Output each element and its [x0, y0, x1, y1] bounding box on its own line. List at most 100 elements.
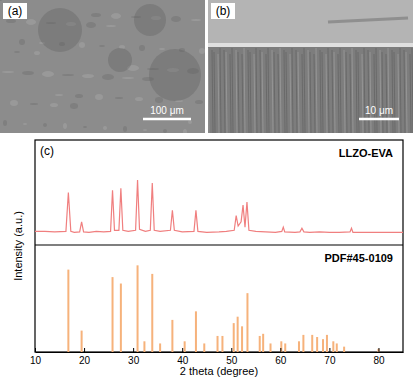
x-tick: 30 [128, 348, 140, 366]
surface-texture [191, 19, 201, 21]
cross-section-streak [220, 48, 221, 133]
cross-section-streak [320, 50, 321, 133]
sem-image-b [208, 0, 413, 133]
panel-label: (b) [216, 4, 231, 18]
cross-section-streak [350, 54, 351, 133]
cross-section-streak [314, 54, 315, 133]
reference-peak [233, 323, 235, 352]
surface-texture [195, 100, 203, 104]
surface-texture [75, 94, 83, 98]
cross-section-streak [362, 54, 363, 133]
series-label: PDF#45-0109 [325, 252, 394, 264]
scale-bar-label: 100 μm [150, 105, 184, 116]
cross-section-streak [338, 54, 339, 133]
surface-texture [115, 97, 123, 99]
surface-texture [43, 123, 47, 127]
reference-peak [302, 335, 304, 352]
cross-section-streak [248, 50, 249, 133]
x-tick-mark [280, 348, 281, 352]
x-axis-line [36, 352, 404, 353]
x-tick-label: 10 [30, 355, 42, 366]
surface-texture [0, 0, 2, 1]
cross-section-streak [340, 48, 341, 133]
surface-texture [3, 120, 7, 126]
cross-section-streak [244, 48, 245, 133]
cross-section-streak [302, 54, 303, 133]
x-tick-mark [329, 348, 330, 352]
cross-section-streak [298, 52, 299, 133]
cross-section-streak [286, 52, 287, 133]
x-tick-label: 30 [128, 355, 140, 366]
scale-bar-label: 10 μm [365, 105, 393, 116]
series-label: LLZO-EVA [339, 147, 393, 159]
x-tick-label: 60 [275, 355, 287, 366]
cross-section-streak [410, 54, 411, 133]
reference-peak [311, 335, 313, 352]
cross-section-streak [296, 50, 297, 133]
reference-peak [326, 335, 328, 352]
scale-bar [359, 118, 399, 121]
x-tick-mark [231, 348, 232, 352]
surface-texture [30, 103, 38, 105]
reference-peak [184, 341, 186, 352]
surface-texture [34, 51, 40, 55]
reference-peak [203, 343, 205, 352]
surface-texture [123, 126, 127, 132]
x-tick-mark [133, 348, 134, 352]
cross-section-streak [368, 50, 369, 133]
surface-texture [55, 94, 63, 96]
cross-section-streak [406, 52, 407, 133]
image-cross-section [208, 45, 413, 133]
x-tick-mark [84, 348, 85, 352]
reference-peak [284, 343, 286, 352]
x-tick: 40 [177, 348, 189, 366]
cross-section-streak [224, 50, 225, 133]
surface-texture [79, 42, 85, 48]
surface-texture [111, 13, 121, 19]
reference-peak [343, 347, 345, 352]
cross-section-streak [352, 48, 353, 133]
surface-texture [188, 120, 192, 124]
surface-texture [103, 126, 107, 130]
cross-section-streak [382, 52, 383, 133]
reference-peak [332, 341, 334, 352]
cross-section-streak [344, 50, 345, 133]
cross-section-streak [268, 48, 269, 133]
reference-peak [270, 343, 272, 352]
reference-peak [120, 284, 122, 352]
surface-texture [70, 103, 78, 109]
surface-texture [63, 123, 67, 129]
cross-section-streak [256, 48, 257, 133]
cross-section-streak [334, 52, 335, 133]
reference-peak [377, 349, 379, 352]
cross-section-streak [332, 50, 333, 133]
cross-section-streak [394, 52, 395, 133]
reference-peak [298, 341, 300, 352]
surface-texture [102, 74, 114, 80]
cross-section-streak [412, 48, 413, 133]
surface-spot [149, 49, 201, 101]
figure: (a)100 μm(b)10 μmLLZO-EVAPDF#45-01091020… [0, 0, 413, 378]
x-tick: 10 [30, 348, 42, 366]
surface-texture [155, 97, 163, 103]
surface-texture [50, 103, 58, 107]
surface-texture [10, 100, 18, 106]
x-tick-mark [35, 348, 36, 352]
reference-peak [81, 331, 83, 352]
cross-section-streak [380, 50, 381, 133]
surface-texture [62, 74, 74, 76]
reference-peak [151, 274, 153, 352]
panel-label: (a) [8, 4, 23, 18]
x-tick-mark [182, 348, 183, 352]
cross-section-streak [218, 54, 219, 133]
surface-texture [91, 13, 101, 17]
surface-texture [2, 71, 14, 73]
surface-texture [6, 19, 16, 23]
surface-texture [19, 39, 25, 45]
reference-peak [137, 265, 139, 352]
surface-texture [143, 129, 147, 131]
x-axis: 1020304050607080 [30, 348, 404, 366]
reference-peak [67, 270, 69, 352]
cross-section-streak [326, 54, 327, 133]
cross-section-streak [316, 48, 317, 133]
